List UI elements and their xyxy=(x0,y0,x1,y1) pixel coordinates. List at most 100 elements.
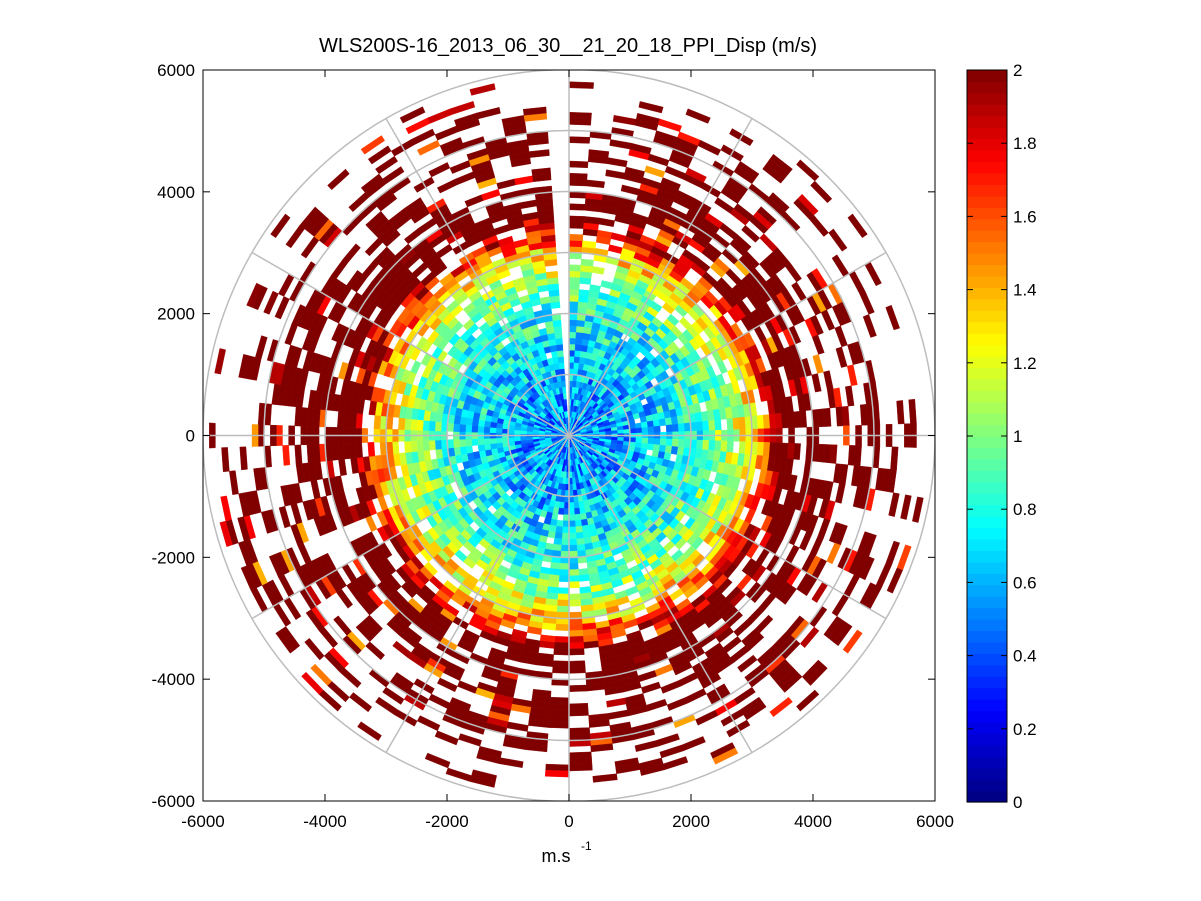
data-cell xyxy=(550,696,570,705)
data-cell xyxy=(568,629,584,638)
colorbar-band xyxy=(967,150,1007,163)
data-cell xyxy=(738,416,747,430)
data-cell xyxy=(568,593,581,601)
data-cell xyxy=(306,444,315,464)
data-cell xyxy=(568,288,580,296)
colorbar-tick-label: 1.8 xyxy=(1013,134,1037,153)
data-cell xyxy=(398,417,406,431)
data-cell xyxy=(732,417,740,431)
data-cell xyxy=(575,525,583,534)
colorbar-band xyxy=(967,275,1007,288)
data-cell xyxy=(568,569,580,577)
data-cell xyxy=(664,445,673,454)
colorbar-tick-label: 2 xyxy=(1013,61,1022,80)
colorbar-band xyxy=(967,470,1007,483)
data-cell xyxy=(568,636,584,644)
data-cell xyxy=(799,410,808,428)
colorbar-band xyxy=(967,493,1007,506)
data-cell xyxy=(568,575,580,583)
data-cell xyxy=(495,442,504,449)
data-cell xyxy=(552,666,570,674)
colorbar-band xyxy=(967,619,1007,632)
data-cell xyxy=(572,483,577,491)
data-cell xyxy=(634,422,643,429)
data-cell xyxy=(471,425,479,433)
colorbar-band xyxy=(967,390,1007,403)
data-cell xyxy=(557,587,570,595)
data-cell xyxy=(641,426,649,434)
data-cell xyxy=(653,438,661,446)
data-cell xyxy=(548,721,570,729)
data-cell xyxy=(640,421,649,429)
colorbar-band xyxy=(967,790,1007,803)
data-cell xyxy=(568,727,591,735)
data-cell xyxy=(577,301,588,309)
data-cell xyxy=(768,413,777,429)
colorbar-band xyxy=(967,195,1007,208)
data-cell xyxy=(483,426,491,433)
y-tick-label: -6000 xyxy=(152,792,195,811)
data-cell xyxy=(581,240,597,249)
data-cell xyxy=(435,448,444,460)
data-cell xyxy=(574,519,582,528)
colorbar-band xyxy=(967,516,1007,529)
y-tick-label: 2000 xyxy=(157,305,195,324)
colorbar-tick-label: 0.4 xyxy=(1013,647,1037,666)
data-cell xyxy=(483,438,491,445)
data-cell xyxy=(554,531,563,540)
data-cell xyxy=(552,543,562,552)
colorbar-band xyxy=(967,424,1007,437)
colorbar-band xyxy=(967,744,1007,757)
data-cell xyxy=(428,420,436,432)
data-cell xyxy=(677,423,686,432)
data-cell xyxy=(574,513,582,521)
data-cell xyxy=(578,574,590,582)
colorbar-band xyxy=(967,481,1007,494)
data-cell xyxy=(404,440,412,453)
data-cell xyxy=(373,414,382,430)
data-cell xyxy=(560,544,570,552)
data-cell xyxy=(841,405,850,427)
data-cell xyxy=(495,437,503,444)
data-cell xyxy=(573,356,581,364)
data-cell xyxy=(556,343,564,352)
data-cell xyxy=(465,438,473,447)
data-cell xyxy=(568,532,577,540)
colorbar-band xyxy=(967,378,1007,391)
colorbar-band xyxy=(967,321,1007,334)
data-cell xyxy=(647,438,655,445)
colorbar-band xyxy=(967,561,1007,574)
data-cell xyxy=(568,240,583,248)
data-cell xyxy=(549,709,570,717)
data-cell xyxy=(554,636,570,644)
colorbar-band xyxy=(967,184,1007,197)
colorbar-band xyxy=(967,756,1007,769)
data-cell xyxy=(562,514,570,522)
x-tick-label: -4000 xyxy=(303,812,346,831)
data-cell xyxy=(568,763,593,772)
data-cell xyxy=(568,709,589,717)
data-cell xyxy=(714,419,722,431)
colorbar-band xyxy=(967,344,1007,357)
data-cell xyxy=(653,425,661,433)
colorbar-band xyxy=(967,710,1007,723)
data-cell xyxy=(422,440,430,452)
data-cell xyxy=(477,444,486,452)
colorbar-band xyxy=(967,527,1007,540)
data-cell xyxy=(568,343,576,351)
data-cell xyxy=(477,425,485,433)
data-cell xyxy=(548,289,560,297)
data-cell xyxy=(756,414,765,430)
data-cell xyxy=(578,506,586,515)
data-cell xyxy=(568,757,593,766)
data-cell xyxy=(483,443,492,451)
data-cell xyxy=(568,526,577,534)
data-cell xyxy=(591,266,605,275)
data-cell xyxy=(568,355,575,363)
data-cell xyxy=(568,319,578,327)
plot-area: -6000 -4000 -2000 0 2000 4000 6000 6000 4000 200… xyxy=(152,61,954,831)
colorbar-tick-label: 0 xyxy=(1013,793,1022,812)
data-cell xyxy=(580,258,594,267)
data-cell xyxy=(568,325,577,333)
